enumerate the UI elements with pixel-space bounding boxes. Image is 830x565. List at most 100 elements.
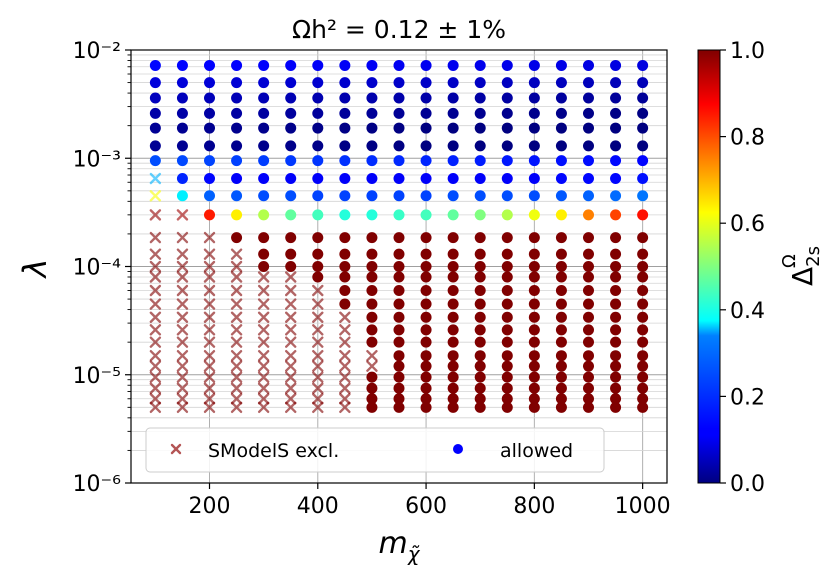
allowed-point bbox=[366, 261, 378, 272]
allowed-point bbox=[555, 360, 567, 372]
allowed-point bbox=[555, 401, 567, 413]
allowed-point bbox=[474, 173, 486, 185]
excluded-point bbox=[230, 360, 243, 372]
allowed-point bbox=[258, 261, 270, 272]
legend-excluded-label: SModelS excl. bbox=[208, 440, 339, 462]
allowed-point bbox=[501, 393, 513, 405]
excluded-point bbox=[176, 231, 189, 244]
allowed-point bbox=[637, 311, 649, 323]
allowed-point bbox=[610, 232, 622, 244]
allowed-point bbox=[637, 382, 649, 394]
allowed-point bbox=[637, 59, 649, 71]
allowed-point bbox=[176, 140, 188, 152]
allowed-point bbox=[474, 140, 486, 152]
allowed-point bbox=[447, 271, 459, 283]
allowed-point bbox=[366, 248, 378, 260]
allowed-point bbox=[339, 173, 351, 185]
excluded-point bbox=[203, 360, 216, 372]
excluded-point bbox=[149, 209, 162, 221]
excluded-point bbox=[176, 209, 189, 221]
allowed-point bbox=[501, 336, 513, 348]
allowed-point bbox=[637, 261, 649, 272]
allowed-point bbox=[366, 190, 378, 202]
colorbar: 0.0 0.2 0.4 0.6 0.8 1.0 Δ2sΩ bbox=[697, 39, 824, 497]
excluded-point bbox=[203, 336, 216, 348]
allowed-point bbox=[610, 155, 622, 167]
allowed-point bbox=[366, 209, 378, 221]
allowed-point bbox=[312, 77, 324, 89]
allowed-point bbox=[393, 59, 405, 71]
excluded-point bbox=[312, 382, 324, 394]
excluded-point bbox=[203, 260, 216, 273]
allowed-point bbox=[501, 209, 513, 221]
allowed-point bbox=[149, 155, 161, 167]
allowed-point bbox=[637, 232, 649, 244]
allowed-point bbox=[637, 173, 649, 185]
allowed-point bbox=[582, 140, 594, 152]
allowed-point bbox=[176, 155, 188, 167]
excluded-point bbox=[203, 284, 216, 297]
allowed-point bbox=[285, 92, 297, 104]
allowed-point bbox=[420, 261, 432, 272]
excluded-point bbox=[203, 349, 216, 362]
allowed-point bbox=[312, 261, 324, 272]
excluded-point bbox=[230, 336, 243, 348]
allowed-point bbox=[555, 285, 567, 297]
allowed-point bbox=[610, 350, 622, 362]
excluded-point bbox=[312, 324, 324, 336]
allowed-point bbox=[447, 261, 459, 272]
allowed-point bbox=[501, 155, 513, 167]
allowed-point bbox=[204, 92, 216, 104]
allowed-point bbox=[637, 371, 649, 383]
allowed-point bbox=[637, 360, 649, 372]
allowed-point bbox=[501, 261, 513, 272]
allowed-point bbox=[528, 311, 540, 323]
allowed-point bbox=[637, 350, 649, 362]
allowed-point bbox=[610, 336, 622, 348]
allowed-point bbox=[258, 140, 270, 152]
x-tick-label: 1000 bbox=[615, 494, 671, 519]
excluded-point bbox=[285, 284, 297, 297]
allowed-point bbox=[393, 271, 405, 283]
excluded-point bbox=[285, 298, 297, 310]
excluded-point bbox=[312, 298, 324, 310]
allowed-point bbox=[474, 248, 486, 260]
allowed-point bbox=[366, 232, 378, 244]
colorbar-tick-label: 0.6 bbox=[730, 212, 765, 237]
allowed-point bbox=[501, 298, 513, 310]
excluded-point bbox=[149, 360, 162, 372]
allowed-point bbox=[474, 92, 486, 104]
allowed-point bbox=[610, 311, 622, 323]
excluded-point bbox=[285, 371, 297, 383]
allowed-point bbox=[555, 232, 567, 244]
excluded-point bbox=[230, 324, 243, 336]
allowed-point bbox=[149, 122, 161, 134]
excluded-point bbox=[257, 298, 270, 310]
excluded-point bbox=[230, 371, 243, 383]
allowed-point bbox=[176, 59, 188, 71]
allowed-point bbox=[610, 324, 622, 336]
y-axis: 10⁻⁶ 10⁻⁵ 10⁻⁴ 10⁻³ 10⁻² bbox=[73, 39, 131, 497]
allowed-point bbox=[528, 261, 540, 272]
allowed-point bbox=[528, 155, 540, 167]
allowed-point bbox=[339, 92, 351, 104]
allowed-point bbox=[528, 190, 540, 202]
excluded-point bbox=[149, 190, 162, 202]
allowed-point bbox=[610, 393, 622, 405]
allowed-point bbox=[447, 360, 459, 372]
allowed-point bbox=[474, 77, 486, 89]
allowed-point bbox=[528, 248, 540, 260]
colorbar-label: Δ2sΩ bbox=[779, 246, 824, 286]
allowed-point bbox=[204, 107, 216, 119]
allowed-point bbox=[501, 107, 513, 119]
allowed-point bbox=[204, 173, 216, 185]
allowed-point bbox=[555, 155, 567, 167]
allowed-point bbox=[555, 271, 567, 283]
excluded-point bbox=[285, 324, 297, 336]
allowed-point bbox=[393, 248, 405, 260]
allowed-point bbox=[447, 336, 459, 348]
allowed-point bbox=[637, 271, 649, 283]
allowed-point bbox=[501, 77, 513, 89]
allowed-point bbox=[231, 92, 243, 104]
allowed-point bbox=[393, 336, 405, 348]
